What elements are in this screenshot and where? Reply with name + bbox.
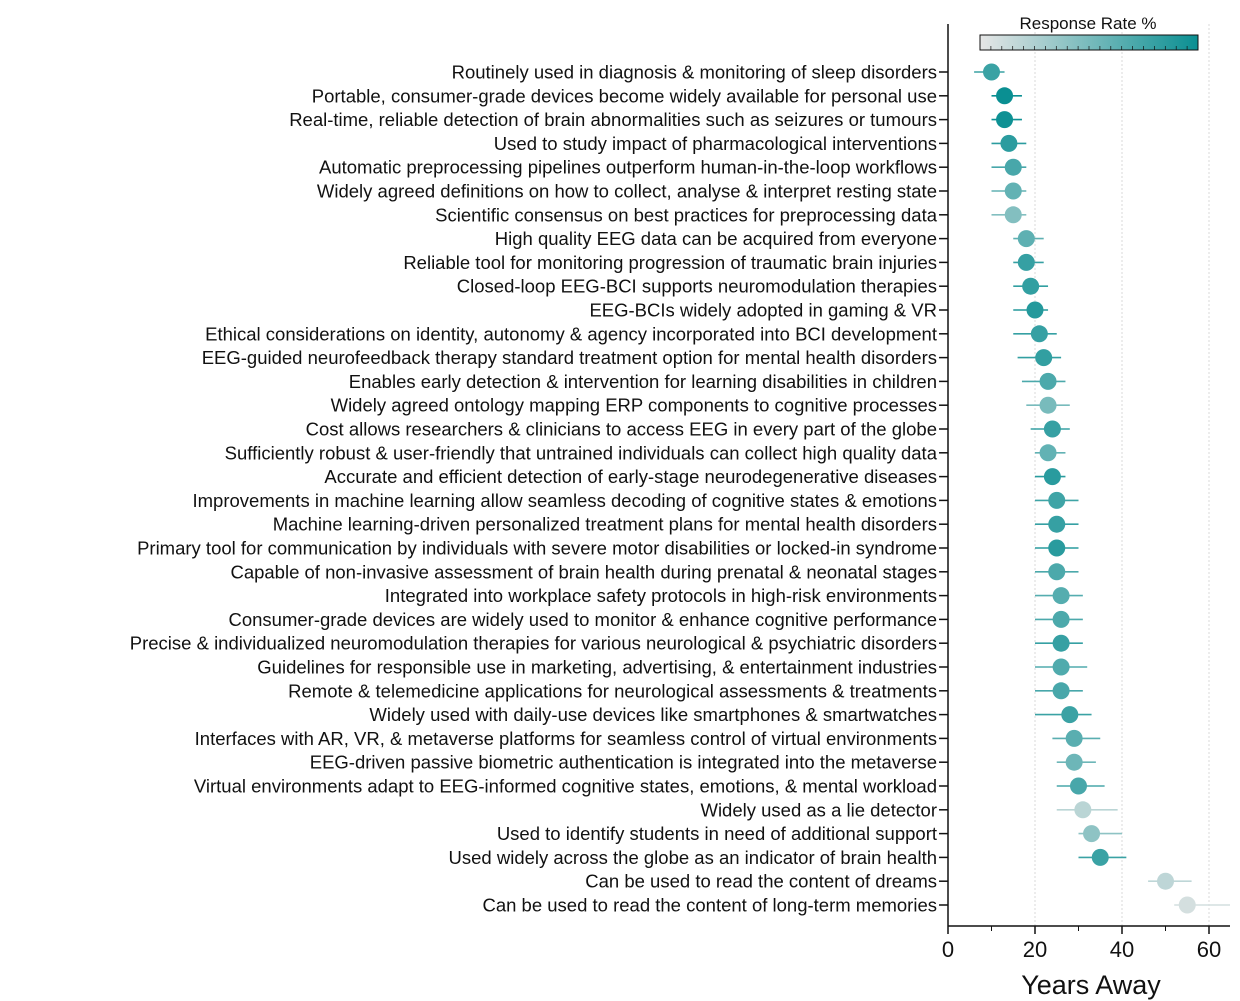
data-point xyxy=(1065,729,1083,747)
category-label: Precise & individualized neuromodulation… xyxy=(130,633,937,654)
category-label: Integrated into workplace safety protoco… xyxy=(385,585,937,606)
data-point xyxy=(996,111,1014,129)
data-point xyxy=(1065,753,1083,771)
data-point xyxy=(1000,134,1018,152)
data-point xyxy=(996,87,1014,105)
x-tick-label: 60 xyxy=(1197,937,1221,962)
y-axis xyxy=(939,24,949,926)
category-label: Widely used with daily-use devices like … xyxy=(369,704,937,725)
data-point xyxy=(1048,563,1066,581)
category-label: Can be used to read the content of dream… xyxy=(585,871,937,892)
data-points xyxy=(983,63,1196,914)
category-label: Improvements in machine learning allow s… xyxy=(193,490,938,511)
category-label: EEG-guided neurofeedback therapy standar… xyxy=(202,347,937,368)
data-point xyxy=(1052,634,1070,652)
category-label: Used to study impact of pharmacological … xyxy=(494,133,937,154)
category-label: Can be used to read the content of long-… xyxy=(482,895,937,916)
category-label: Portable, consumer-grade devices become … xyxy=(312,85,937,106)
gridlines xyxy=(1034,24,1210,926)
data-point xyxy=(1052,610,1070,628)
category-label: Interfaces with AR, VR, & metaverse plat… xyxy=(195,728,937,749)
data-point xyxy=(1074,801,1092,819)
category-label: Closed-loop EEG-BCI supports neuromodula… xyxy=(457,276,937,297)
data-point xyxy=(1039,444,1057,462)
category-label: Scientific consensus on best practices f… xyxy=(435,204,938,225)
data-point xyxy=(1052,658,1070,676)
category-label: Remote & telemedicine applications for n… xyxy=(288,680,937,701)
legend-ticks xyxy=(990,46,1188,50)
data-point xyxy=(1048,515,1066,533)
legend-title: Response Rate % xyxy=(1019,14,1156,33)
category-label: Widely agreed ontology mapping ERP compo… xyxy=(331,395,937,416)
category-label: Cost allows researchers & clinicians to … xyxy=(306,419,937,440)
data-point xyxy=(1039,396,1057,414)
category-label: Virtual environments adapt to EEG-inform… xyxy=(194,776,937,797)
data-point xyxy=(1083,825,1101,843)
category-label: Reliable tool for monitoring progression… xyxy=(403,252,937,273)
data-point xyxy=(1004,182,1022,200)
data-point xyxy=(1017,253,1035,271)
category-label: Capable of non-invasive assessment of br… xyxy=(230,561,937,582)
category-label: EEG-driven passive biometric authenticat… xyxy=(310,752,937,773)
x-tick-label: 20 xyxy=(1023,937,1047,962)
x-axis: 0 20 40 60 xyxy=(942,925,1230,962)
category-label: Ethical considerations on identity, auto… xyxy=(205,323,937,344)
category-label: Widely agreed definitions on how to coll… xyxy=(317,181,937,202)
category-label: EEG-BCIs widely adopted in gaming & VR xyxy=(589,300,937,321)
data-point xyxy=(1004,206,1022,224)
category-labels: Routinely used in diagnosis & monitoring… xyxy=(130,62,938,916)
data-point xyxy=(1178,896,1196,914)
data-point xyxy=(1017,230,1035,248)
data-point xyxy=(1052,682,1070,700)
category-label: Widely used as a lie detector xyxy=(700,799,937,820)
category-label: Enables early detection & intervention f… xyxy=(349,371,937,392)
data-point xyxy=(1043,468,1061,486)
category-label: Sufficiently robust & user-friendly that… xyxy=(225,442,938,463)
category-label: Accurate and efficient detection of earl… xyxy=(324,466,937,487)
data-point xyxy=(1022,277,1040,295)
category-label: Routinely used in diagnosis & monitoring… xyxy=(452,62,937,83)
data-point xyxy=(1091,848,1109,866)
data-point xyxy=(1043,420,1061,438)
category-label: Consumer-grade devices are widely used t… xyxy=(228,609,937,630)
category-label: Used to identify students in need of add… xyxy=(497,823,937,844)
x-tick-label: 40 xyxy=(1110,937,1134,962)
data-point xyxy=(1035,349,1053,367)
data-point xyxy=(1048,539,1066,557)
category-label: Primary tool for communication by indivi… xyxy=(137,538,937,559)
data-point xyxy=(1030,325,1048,343)
category-label: Real-time, reliable detection of brain a… xyxy=(289,109,937,130)
x-axis-title: Years Away xyxy=(1021,970,1161,1000)
data-point xyxy=(1004,158,1022,176)
data-point xyxy=(1052,587,1070,605)
data-point xyxy=(1070,777,1087,795)
x-tick-label: 0 xyxy=(942,937,954,962)
category-label: Used widely across the globe as an indic… xyxy=(449,847,937,868)
data-point xyxy=(1048,491,1066,509)
category-label: Machine learning-driven personalized tre… xyxy=(273,514,937,535)
data-point xyxy=(1039,372,1057,390)
data-point xyxy=(1026,301,1044,319)
data-point xyxy=(983,63,1000,81)
category-label: Guidelines for responsible use in market… xyxy=(257,657,937,678)
legend: Response Rate % xyxy=(979,14,1199,51)
category-label: High quality EEG data can be acquired fr… xyxy=(495,228,937,249)
data-point xyxy=(1157,872,1174,890)
category-label: Automatic preprocessing pipelines outper… xyxy=(319,157,937,178)
data-point xyxy=(1061,706,1079,724)
